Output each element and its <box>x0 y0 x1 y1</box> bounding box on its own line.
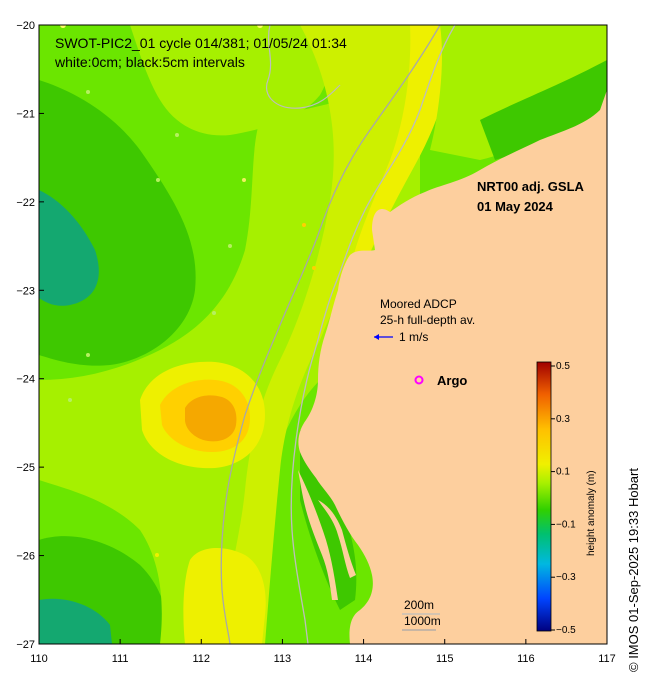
figure-title: SWOT-PIC2_01 cycle 014/381; 01/05/24 01:… <box>55 35 347 51</box>
colorbar-title: height anomaly (m) <box>586 470 597 556</box>
data-marker <box>302 223 306 227</box>
y-tick-label: −25 <box>16 462 35 474</box>
x-tick-label: 112 <box>193 653 211 665</box>
isobath-200m <box>290 25 456 644</box>
x-tick-label: 110 <box>30 653 48 665</box>
isobath-1000m <box>220 25 441 644</box>
x-tick-label: 115 <box>436 653 454 665</box>
ocean-teal-southwest <box>39 598 112 644</box>
x-tick-label: 114 <box>355 653 373 665</box>
data-marker <box>60 25 66 28</box>
y-axis: −20 −21 −22 −23 −24 −25 −26 −27 <box>16 20 44 651</box>
colorbar-tick-label: −0.1 <box>556 519 576 530</box>
x-tick-label: 113 <box>274 653 292 665</box>
data-marker <box>155 553 159 557</box>
plot-frame <box>38 24 608 645</box>
colorbar-gradient <box>536 361 552 632</box>
product-date: 01 May 2024 <box>477 199 554 214</box>
adcp-subtitle: 25-h full-depth av. <box>380 313 475 327</box>
colorbar-tick-label: 0.3 <box>556 414 570 425</box>
data-marker <box>238 618 242 622</box>
y-tick-label: −23 <box>16 285 35 297</box>
colorbar-tick-label: −0.3 <box>556 572 576 583</box>
ocean-orange-eddy <box>184 395 237 442</box>
colorbar-tick-label: −0.5 <box>556 625 576 636</box>
land-shark-bay-peninsula <box>298 470 338 600</box>
y-tick-label: −21 <box>16 108 35 120</box>
y-tick-label: −26 <box>16 551 35 563</box>
contour-legend-text: white:0cm; black:5cm intervals <box>54 54 245 70</box>
colorbar-tick-label: 0.5 <box>556 361 570 372</box>
data-marker <box>312 266 316 270</box>
data-marker <box>86 90 90 94</box>
land-shark-bay-inner <box>318 500 356 578</box>
adcp-velocity-arrow <box>374 334 393 340</box>
land-western-australia <box>298 90 607 644</box>
data-marker <box>86 353 90 357</box>
ocean-yellow-south <box>183 548 266 644</box>
y-tick-label: −27 <box>16 639 35 651</box>
x-tick-label: 117 <box>598 653 616 665</box>
ocean-light-green-north <box>130 25 329 136</box>
data-marker <box>228 244 232 248</box>
y-tick-label: −20 <box>16 20 35 32</box>
product-name: NRT00 adj. GSLA <box>477 179 585 194</box>
colorbar: 0.5 0.3 0.1 −0.1 −0.3 −0.5 height anomaly (m) <box>536 361 597 636</box>
isobath-1000-label: 1000m <box>404 614 441 628</box>
ocean-light-green-mid <box>39 80 420 644</box>
argo-label: Argo <box>437 373 467 388</box>
y-tick-label: −22 <box>16 197 35 209</box>
data-marker <box>242 178 246 182</box>
adcp-scale-label: 1 m/s <box>399 330 428 344</box>
data-marker <box>211 397 217 403</box>
argo-float-marker[interactable] <box>414 375 424 385</box>
y-tick-label: −24 <box>16 374 35 386</box>
data-marker <box>212 311 216 315</box>
x-axis: 110 111 112 113 114 115 116 117 <box>30 639 616 665</box>
isobath-upper-wiggle <box>266 25 341 109</box>
data-marker <box>68 398 72 402</box>
ocean-teal-eddy <box>39 190 99 306</box>
isobath-200-label: 200m <box>404 598 434 612</box>
ocean-green-coast-north <box>480 60 607 160</box>
x-tick-label: 116 <box>517 653 535 665</box>
x-tick-label: 111 <box>112 653 129 665</box>
adcp-title: Moored ADCP <box>380 297 457 311</box>
credit-text: © IMOS 01-Sep-2025 19:33 Hobart <box>626 468 641 672</box>
data-marker <box>257 25 263 28</box>
data-marker <box>156 178 160 182</box>
data-marker <box>175 133 179 137</box>
colorbar-tick-label: 0.1 <box>556 467 570 478</box>
map-plot-area <box>39 25 607 644</box>
